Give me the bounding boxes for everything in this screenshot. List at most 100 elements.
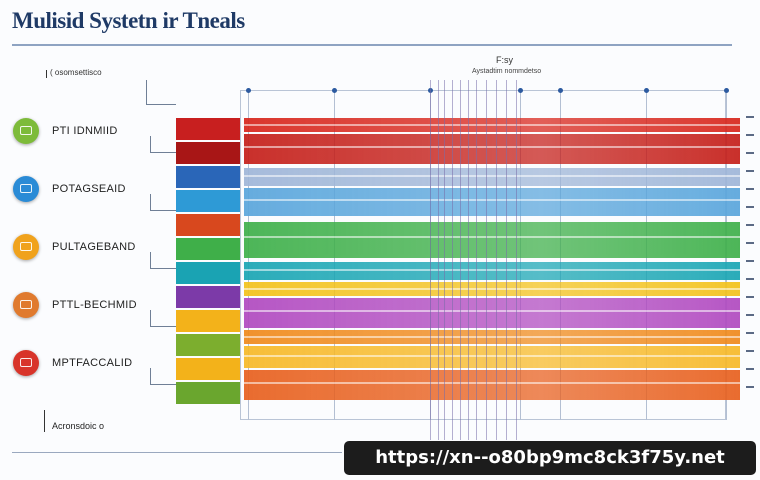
- monitor-icon: [20, 126, 32, 135]
- row-leader-1: [150, 152, 176, 153]
- center-connector-lines: [430, 80, 520, 440]
- row-leader-2: [150, 210, 176, 211]
- row-label-1: PTI IDNMIID: [52, 125, 118, 137]
- connector-line-10: [506, 80, 507, 440]
- band-1: [244, 118, 740, 132]
- monitor-icon: [20, 300, 32, 309]
- grid-node-2: [332, 88, 337, 93]
- annotation-tick: [46, 70, 47, 78]
- connector-line-7: [476, 80, 477, 440]
- right-tick-7: [746, 224, 754, 226]
- leader-vertical: [146, 80, 147, 104]
- band-highlight: [244, 382, 740, 384]
- connector-line-4: [452, 80, 453, 440]
- grid-node-5: [558, 88, 563, 93]
- band-4: [244, 188, 740, 216]
- monitor-icon: [20, 358, 32, 367]
- row-leader-vertical-5: [150, 368, 151, 384]
- row-leader-vertical-3: [150, 252, 151, 268]
- right-tick-15: [746, 368, 754, 370]
- row-leader-vertical-2: [150, 194, 151, 210]
- band-highlight: [244, 175, 740, 178]
- band-11: [244, 370, 740, 400]
- swatch-9: [176, 310, 240, 332]
- band-highlight: [244, 199, 740, 202]
- row-label-2: POTAGSEAID: [52, 183, 126, 195]
- bottom-annotation-tick: [44, 410, 45, 432]
- swatch-2: [176, 142, 240, 164]
- band-10: [244, 346, 740, 368]
- right-tick-14: [746, 350, 754, 352]
- grid-node-1: [246, 88, 251, 93]
- band-2: [244, 134, 740, 164]
- row-label-5: MPTFACCALID: [52, 357, 133, 369]
- connector-line-9: [496, 80, 497, 440]
- diagram-title: Mulisid Systetn ir Tneals: [12, 8, 245, 33]
- right-tick-12: [746, 314, 754, 316]
- bottom-divider: [12, 452, 342, 453]
- right-tick-6: [746, 206, 754, 208]
- row-label-4: PTTL-BECHMID: [52, 299, 137, 311]
- swatch-3: [176, 166, 240, 188]
- connector-line-2: [438, 80, 439, 440]
- connector-line-3: [444, 80, 445, 440]
- band-3: [244, 168, 740, 186]
- right-tick-13: [746, 332, 754, 334]
- grid-node-6: [644, 88, 649, 93]
- band-highlight: [244, 287, 740, 290]
- watermark-url[interactable]: https://xn--o80bp9mc8ck3f75y.net: [344, 441, 756, 475]
- swatch-4: [176, 190, 240, 212]
- right-tick-16: [746, 386, 754, 388]
- connector-line-5: [460, 80, 461, 440]
- band-highlight: [244, 236, 740, 239]
- right-tick-4: [746, 170, 754, 172]
- row-icon-4: [13, 292, 39, 318]
- top-annotation: ( osomsettisco: [50, 68, 102, 77]
- swatch-5: [176, 214, 240, 236]
- band-highlight: [244, 123, 740, 126]
- right-tick-3: [746, 152, 754, 154]
- grid-node-7: [724, 88, 729, 93]
- connector-line-8: [486, 80, 487, 440]
- band-9: [244, 330, 740, 344]
- center-sublabel: Aystadtim nommdetso: [472, 68, 542, 75]
- row-icon-2: [13, 176, 39, 202]
- right-tick-9: [746, 260, 754, 262]
- right-tick-10: [746, 278, 754, 280]
- right-tick-5: [746, 188, 754, 190]
- band-highlight: [244, 146, 740, 148]
- row-leader-4: [150, 326, 176, 327]
- swatch-11: [176, 358, 240, 380]
- band-6: [244, 262, 740, 280]
- leader-horizontal: [146, 104, 176, 105]
- row-leader-5: [150, 384, 176, 385]
- row-leader-vertical-1: [150, 136, 151, 152]
- band-highlight: [244, 269, 740, 272]
- band-8: [244, 298, 740, 328]
- band-highlight: [244, 354, 740, 357]
- swatch-10: [176, 334, 240, 356]
- row-leader-vertical-4: [150, 310, 151, 326]
- title-divider: [12, 44, 732, 46]
- swatch-6: [176, 238, 240, 260]
- swatch-12: [176, 382, 240, 404]
- right-tick-2: [746, 134, 754, 136]
- grid-node-4: [518, 88, 523, 93]
- connector-line-6: [468, 80, 469, 440]
- swatch-7: [176, 262, 240, 284]
- row-icon-1: [13, 118, 39, 144]
- swatch-1: [176, 118, 240, 140]
- right-tick-1: [746, 116, 754, 118]
- band-highlight: [244, 335, 740, 338]
- row-label-3: PULTAGEBAND: [52, 241, 136, 253]
- connector-line-11: [516, 80, 517, 440]
- row-icon-3: [13, 234, 39, 260]
- right-tick-8: [746, 242, 754, 244]
- row-leader-3: [150, 268, 176, 269]
- bottom-annotation: Acronsdoic o: [52, 421, 105, 431]
- swatch-8: [176, 286, 240, 308]
- row-icon-5: [13, 350, 39, 376]
- band-highlight: [244, 310, 740, 312]
- band-5: [244, 222, 740, 258]
- center-label: F:sy: [496, 55, 513, 65]
